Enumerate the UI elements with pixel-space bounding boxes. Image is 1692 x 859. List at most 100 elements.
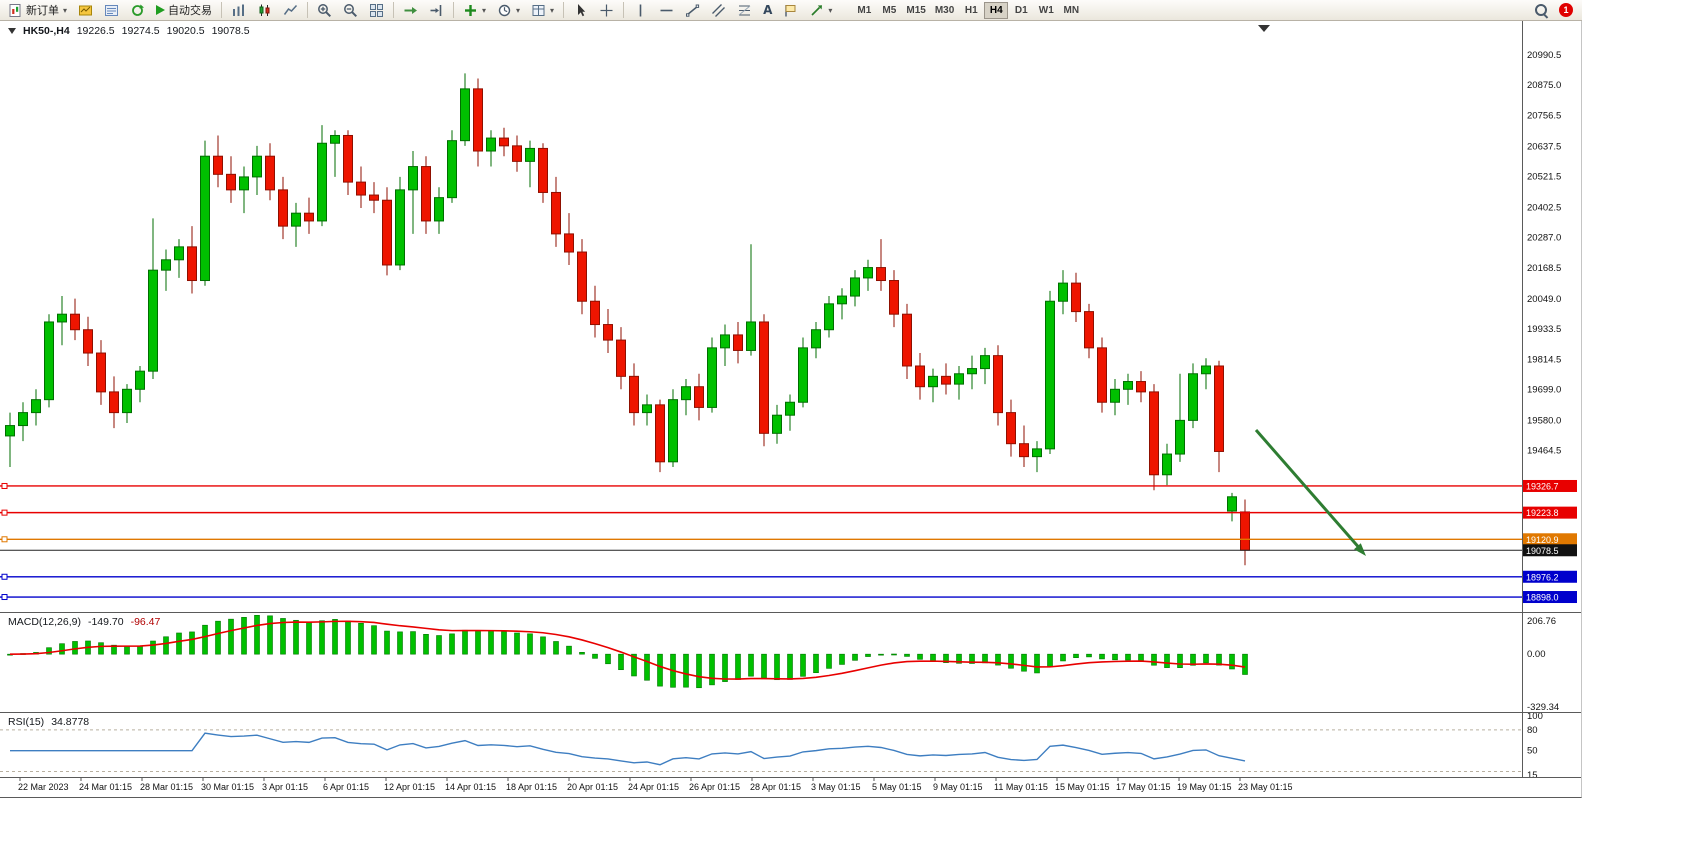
time-axis-label[interactable]: 3 Apr 01:15 xyxy=(262,782,308,792)
chart-shift-button[interactable] xyxy=(424,1,449,20)
macd-histogram-bar xyxy=(280,618,286,655)
support-line-blue-1-handle[interactable] xyxy=(1,573,8,580)
candle-body xyxy=(382,199,392,266)
fibonacci-tool-button[interactable] xyxy=(732,1,757,20)
periods-button[interactable]: ▾ xyxy=(492,1,525,20)
text-tool-button[interactable]: A xyxy=(758,1,777,20)
candle-body xyxy=(278,189,288,227)
label-tool-button[interactable] xyxy=(778,1,803,20)
timeframe-m5-button[interactable]: M5 xyxy=(877,2,901,19)
time-axis-label[interactable]: 24 Apr 01:15 xyxy=(628,782,679,792)
time-axis-label[interactable]: 18 Apr 01:15 xyxy=(506,782,557,792)
horizontal-line-tool-button[interactable] xyxy=(654,1,679,20)
indicators-icon xyxy=(465,4,477,16)
price-axis[interactable] xyxy=(1523,21,1582,777)
line-chart-button[interactable] xyxy=(278,1,303,20)
timeframe-m30-button[interactable]: M30 xyxy=(931,2,958,19)
rsi-line xyxy=(10,732,1246,766)
search-icon[interactable] xyxy=(1534,3,1549,18)
time-axis-label[interactable]: 6 Apr 01:15 xyxy=(323,782,369,792)
time-axis-label[interactable]: 20 Apr 01:15 xyxy=(567,782,618,792)
candle-chart-button[interactable] xyxy=(252,1,277,20)
support-line-orange-handle[interactable] xyxy=(1,536,8,543)
macd-histogram-bar xyxy=(137,645,143,655)
candle-body xyxy=(1227,496,1237,512)
candle-body xyxy=(824,303,834,331)
trendline-tool-button[interactable] xyxy=(680,1,705,20)
time-axis-label[interactable]: 19 May 01:15 xyxy=(1177,782,1232,792)
time-axis-label[interactable]: 11 May 01:15 xyxy=(994,782,1048,792)
chevron-down-icon: ▾ xyxy=(63,5,68,15)
notification-badge[interactable]: 1 xyxy=(1559,3,1573,17)
macd-histogram-bar xyxy=(1099,653,1105,660)
time-axis-label[interactable]: 23 May 01:15 xyxy=(1238,782,1293,792)
chart-header: HK50-,H4 19226.5 19274.5 19020.5 19078.5 xyxy=(8,25,250,37)
time-axis-label[interactable]: 17 May 01:15 xyxy=(1116,782,1171,792)
time-axis-label[interactable]: 14 Apr 01:15 xyxy=(445,782,496,792)
templates-button[interactable]: ▾ xyxy=(526,1,559,20)
candle-body xyxy=(694,386,704,408)
macd-histogram-bar xyxy=(163,636,169,655)
time-axis-label[interactable]: 22 Mar 2023 xyxy=(18,782,69,792)
candle-body xyxy=(239,176,249,191)
resistance-line-2-handle[interactable] xyxy=(1,509,8,516)
candle-body xyxy=(655,404,665,463)
timeframe-m15-button[interactable]: M15 xyxy=(902,2,929,19)
candle-body xyxy=(1045,300,1055,450)
trend-arrow-annotation[interactable] xyxy=(1254,429,1366,556)
candlestick-series xyxy=(5,73,1250,566)
time-axis-label[interactable]: 12 Apr 01:15 xyxy=(384,782,435,792)
tile-windows-button[interactable] xyxy=(364,1,389,20)
candle-body xyxy=(161,259,171,271)
time-axis-label[interactable]: 28 Mar 01:15 xyxy=(140,782,193,792)
candle-body xyxy=(1214,365,1224,452)
timeframe-w1-button[interactable]: W1 xyxy=(1034,2,1058,19)
auto-scroll-button[interactable] xyxy=(398,1,423,20)
ohlc-close: 19078.5 xyxy=(211,25,250,37)
vertical-line-tool-button[interactable] xyxy=(628,1,653,20)
time-axis-label[interactable]: 30 Mar 01:15 xyxy=(201,782,254,792)
time-axis-label[interactable]: 5 May 01:15 xyxy=(872,782,922,792)
time-axis-label[interactable]: 24 Mar 01:15 xyxy=(79,782,132,792)
candle-body xyxy=(486,137,496,152)
shapes-tool-button[interactable]: ▾ xyxy=(804,1,837,20)
time-axis-label[interactable]: 3 May 01:15 xyxy=(811,782,861,792)
crosshair-button[interactable] xyxy=(594,1,619,20)
support-line-blue-1-tag xyxy=(1523,570,1577,583)
data-window-button[interactable] xyxy=(99,1,124,20)
timeframe-d1-button[interactable]: D1 xyxy=(1009,2,1033,19)
time-axis-label[interactable]: 28 Apr 01:15 xyxy=(750,782,801,792)
candle-body xyxy=(44,321,54,401)
auto-trading-button[interactable]: 自动交易 xyxy=(151,1,217,20)
macd-histogram-bar xyxy=(176,632,182,655)
chart-shift-marker[interactable] xyxy=(1258,25,1270,32)
market-watch-button[interactable] xyxy=(73,1,98,20)
timeframe-mn-button[interactable]: MN xyxy=(1059,2,1083,19)
time-axis-label[interactable]: 26 Apr 01:15 xyxy=(689,782,740,792)
cursor-button[interactable] xyxy=(568,1,593,20)
macd-histogram-bar xyxy=(410,631,416,655)
time-axis-label[interactable]: 9 May 01:15 xyxy=(933,782,983,792)
current-price-line-tag xyxy=(1523,544,1577,557)
refresh-button[interactable] xyxy=(125,1,150,20)
resistance-line-1-handle[interactable] xyxy=(1,482,8,489)
indicators-button[interactable]: ▾ xyxy=(458,1,491,20)
macd-histogram-bar xyxy=(540,636,546,655)
zoom-in-button[interactable] xyxy=(312,1,337,20)
channel-tool-button[interactable] xyxy=(706,1,731,20)
price-axis-label: 20756.5 xyxy=(1527,111,1561,122)
time-axis-label[interactable]: 15 May 01:15 xyxy=(1055,782,1110,792)
cursor-icon xyxy=(578,3,586,16)
timeframe-h1-button[interactable]: H1 xyxy=(959,2,983,19)
bar-chart-button[interactable] xyxy=(226,1,251,20)
new-order-button[interactable]: 新订单 ▾ xyxy=(3,1,72,20)
candle-body xyxy=(564,233,574,253)
candle-body xyxy=(980,355,990,370)
timeframe-h4-button[interactable]: H4 xyxy=(984,1,1009,19)
macd-histogram-bar xyxy=(215,620,221,655)
zoom-out-button[interactable] xyxy=(338,1,363,20)
ohlc-open: 19226.5 xyxy=(76,25,115,37)
timeframe-m1-button[interactable]: M1 xyxy=(852,2,876,19)
support-line-blue-2-handle[interactable] xyxy=(1,594,8,601)
